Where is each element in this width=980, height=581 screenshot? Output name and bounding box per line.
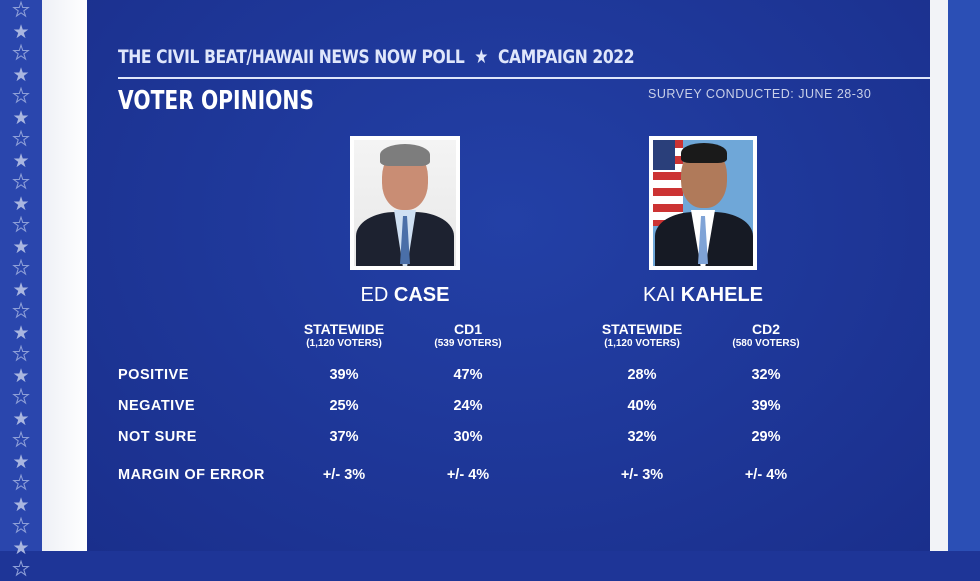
column-header: CD2 (580 VOTERS) (732, 321, 800, 349)
star-icon: ★ (12, 21, 30, 43)
star-icon: ★ (12, 322, 30, 344)
row-label: POSITIVE (118, 367, 189, 383)
candidate-photo-case (350, 136, 460, 270)
table-cell: +/- 4% (744, 467, 788, 483)
star-icon: ★ (12, 559, 30, 581)
star-icon: ★ (12, 129, 30, 151)
star-icon: ★ (12, 236, 30, 258)
table-cell: 37% (329, 429, 359, 445)
table-cell: +/- 3% (322, 467, 366, 483)
star-icon: ★ (12, 193, 30, 215)
column-header: STATEWIDE (1,120 VOTERS) (601, 321, 683, 349)
candidate-name-case: ED CASE (360, 284, 450, 306)
table-cell: 24% (453, 398, 483, 414)
star-icon: ★ (12, 215, 30, 237)
candidate-name-kahele: KAI KAHELE (642, 284, 764, 306)
row-label: NOT SURE (118, 429, 197, 445)
table-cell: +/- 3% (620, 467, 664, 483)
table-cell: 28% (627, 367, 657, 383)
row-label: MARGIN OF ERROR (118, 467, 265, 483)
star-icon: ★ (12, 430, 30, 452)
star-border: ★ ★ ★ ★ ★ ★ ★ ★ ★ ★ ★ ★ ★ ★ ★ ★ ★ ★ ★ ★ ★ ★ ★ ★ ★ ★ ★ (0, 0, 42, 580)
star-icon: ★ (12, 365, 30, 387)
star-icon: ★ (12, 279, 30, 301)
right-stripe (930, 0, 948, 551)
survey-dates: SURVEY CONDUCTED: JUNE 28-30 (648, 87, 872, 101)
table-cell: 32% (751, 367, 781, 383)
column-header: STATEWIDE (1,120 VOTERS) (303, 321, 385, 349)
star-icon: ★ (12, 107, 30, 129)
star-icon: ★ (12, 344, 30, 366)
table-cell: 40% (627, 398, 657, 414)
page-title: VOTER OPINIONS (118, 86, 314, 116)
star-icon: ★ (12, 537, 30, 559)
star-icon: ★ (12, 0, 30, 21)
row-label: NEGATIVE (118, 398, 196, 414)
column-header: CD1 (539 VOTERS) (434, 321, 502, 349)
poll-title: THE CIVIL BEAT/HAWAII NEWS NOW POLL ★ CA… (118, 46, 635, 68)
right-border (948, 0, 980, 551)
star-icon: ★ (12, 64, 30, 86)
star-icon: ★ (12, 387, 30, 409)
star-icon: ★ (474, 46, 488, 68)
poll-panel (87, 0, 930, 551)
table-cell: 39% (329, 367, 359, 383)
table-cell: 25% (329, 398, 359, 414)
star-icon: ★ (12, 473, 30, 495)
star-icon: ★ (12, 516, 30, 538)
table-cell: 29% (751, 429, 781, 445)
table-cell: 39% (751, 398, 781, 414)
star-icon: ★ (12, 86, 30, 108)
table-cell: 32% (627, 429, 657, 445)
white-stripe (42, 0, 87, 551)
star-icon: ★ (12, 43, 30, 65)
star-icon: ★ (12, 150, 30, 172)
star-icon: ★ (12, 408, 30, 430)
star-icon: ★ (12, 301, 30, 323)
table-cell: +/- 4% (446, 467, 490, 483)
star-icon: ★ (12, 451, 30, 473)
table-cell: 30% (453, 429, 483, 445)
star-icon: ★ (12, 258, 30, 280)
candidate-photo-kahele (649, 136, 757, 270)
table-cell: 47% (453, 367, 483, 383)
divider (118, 77, 930, 79)
star-icon: ★ (12, 172, 30, 194)
star-icon: ★ (12, 494, 30, 516)
